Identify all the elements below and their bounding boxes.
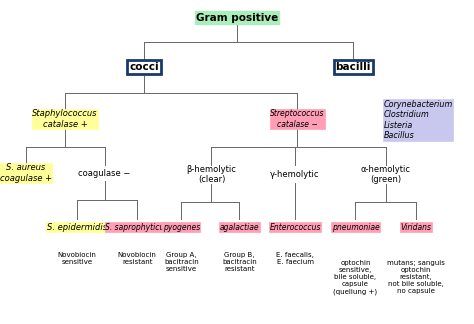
Text: mutans; sanguis
optochin
resistant,
not bile soluble,
no capsule: mutans; sanguis optochin resistant, not … xyxy=(387,260,445,295)
Text: Gram positive: Gram positive xyxy=(196,13,278,23)
Text: S. saprophyticus: S. saprophyticus xyxy=(105,223,169,232)
Text: pyogenes: pyogenes xyxy=(163,223,200,232)
Text: Group A,
bacitracin
sensitive: Group A, bacitracin sensitive xyxy=(164,252,199,272)
Text: Streptococcus
catalase −: Streptococcus catalase − xyxy=(270,110,325,129)
Text: Staphylococcus
catalase +: Staphylococcus catalase + xyxy=(32,110,98,129)
Text: Corynebacterium
Clostridium
Listeria
Bacillus: Corynebacterium Clostridium Listeria Bac… xyxy=(383,100,453,140)
Text: Group B,
bacitracin
resistant: Group B, bacitracin resistant xyxy=(222,252,257,272)
Text: γ-hemolytic: γ-hemolytic xyxy=(270,170,320,179)
Text: S. epidermidis: S. epidermidis xyxy=(46,223,107,232)
Text: optochin
sensitive,
bile soluble,
capsule
(quellung +): optochin sensitive, bile soluble, capsul… xyxy=(333,260,377,295)
Text: Novobiocin
resistant: Novobiocin resistant xyxy=(118,252,156,265)
Text: α-hemolytic
(green): α-hemolytic (green) xyxy=(361,165,410,184)
Text: Novobiocin
sensitive: Novobiocin sensitive xyxy=(57,252,96,265)
Text: pneumoniae: pneumoniae xyxy=(332,223,379,232)
Text: S. aureus
coagulase +: S. aureus coagulase + xyxy=(0,163,52,183)
Text: bacilli: bacilli xyxy=(336,62,371,72)
Text: Viridans: Viridans xyxy=(401,223,431,232)
Text: β-hemolytic
(clear): β-hemolytic (clear) xyxy=(186,165,237,184)
Text: agalactiae: agalactiae xyxy=(219,223,259,232)
Text: cocci: cocci xyxy=(129,62,159,72)
Text: Enterococcus: Enterococcus xyxy=(269,223,321,232)
Text: E. faecalis,
E. faecium: E. faecalis, E. faecium xyxy=(276,252,314,265)
Text: coagulase −: coagulase − xyxy=(78,168,131,178)
